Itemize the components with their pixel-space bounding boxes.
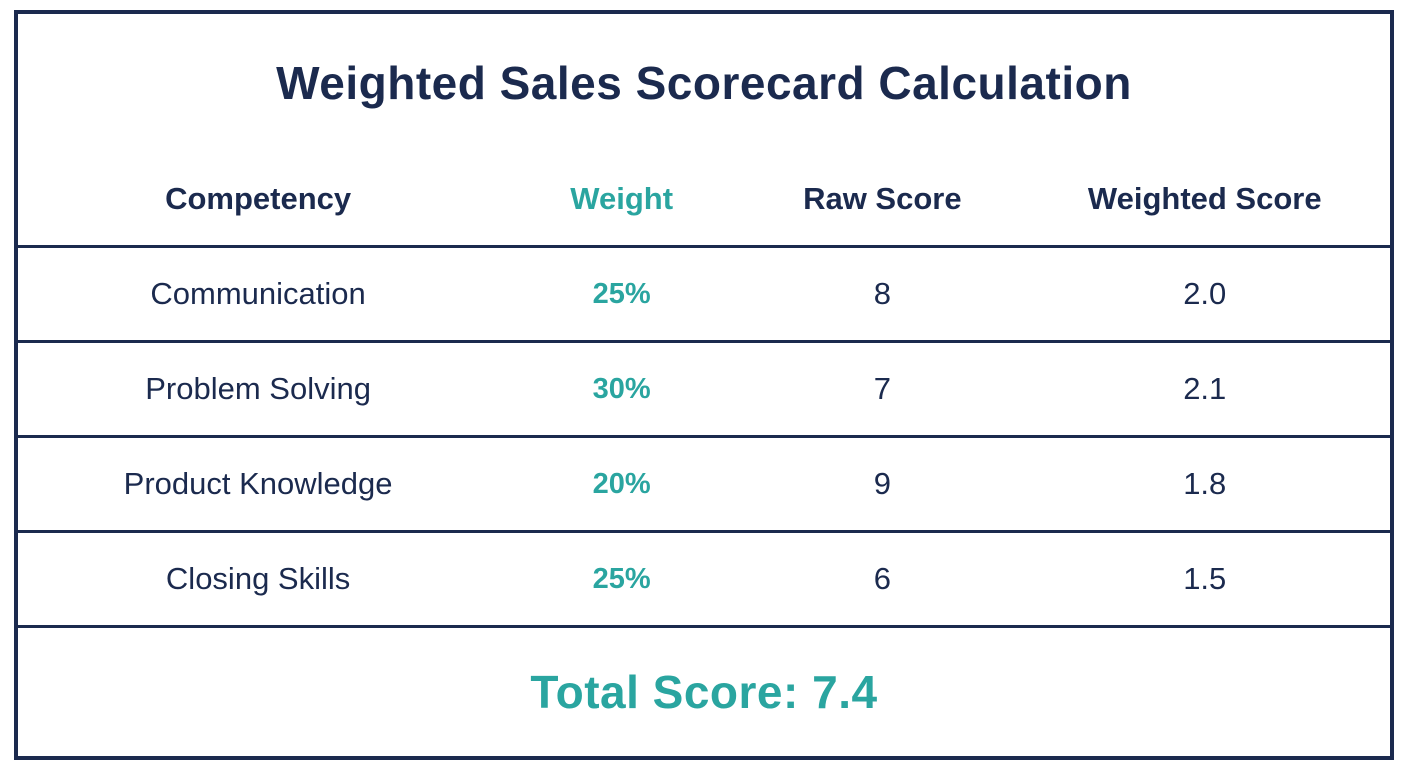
table-row: Problem Solving 30% 7 2.1 bbox=[18, 343, 1390, 438]
cell-weighted-score: 2.0 bbox=[1183, 276, 1227, 311]
cell-raw-score: 8 bbox=[873, 276, 891, 311]
table-row: Product Knowledge 20% 9 1.8 bbox=[18, 438, 1390, 533]
cell-weight: 20% bbox=[592, 467, 651, 500]
cell-competency: Communication bbox=[150, 276, 366, 311]
scorecard-table: Weighted Sales Scorecard Calculation Com… bbox=[14, 10, 1394, 760]
cell-raw-score: 7 bbox=[873, 371, 891, 406]
header-weight: Weight bbox=[570, 180, 674, 216]
header-raw-score: Raw Score bbox=[803, 180, 962, 216]
cell-weight: 25% bbox=[592, 562, 651, 595]
cell-weighted-score: 1.5 bbox=[1183, 561, 1227, 596]
cell-competency: Problem Solving bbox=[145, 371, 371, 406]
title-area: Weighted Sales Scorecard Calculation bbox=[18, 14, 1390, 152]
total-row: Total Score: 7.4 bbox=[18, 628, 1390, 756]
table-header-row: Competency Weight Raw Score Weighted Sco… bbox=[18, 152, 1390, 248]
page-title: Weighted Sales Scorecard Calculation bbox=[276, 57, 1132, 109]
header-competency: Competency bbox=[165, 180, 352, 216]
cell-raw-score: 6 bbox=[873, 561, 891, 596]
header-weighted-score: Weighted Score bbox=[1087, 180, 1322, 216]
cell-weighted-score: 1.8 bbox=[1183, 466, 1227, 501]
cell-weighted-score: 2.1 bbox=[1183, 371, 1227, 406]
cell-raw-score: 9 bbox=[873, 466, 891, 501]
total-score-label: Total Score: 7.4 bbox=[530, 666, 878, 718]
cell-competency: Closing Skills bbox=[165, 561, 351, 596]
cell-competency: Product Knowledge bbox=[123, 466, 393, 501]
cell-weight: 30% bbox=[592, 372, 651, 405]
table-row: Closing Skills 25% 6 1.5 bbox=[18, 533, 1390, 628]
cell-weight: 25% bbox=[592, 277, 651, 310]
table-row: Communication 25% 8 2.0 bbox=[18, 248, 1390, 343]
